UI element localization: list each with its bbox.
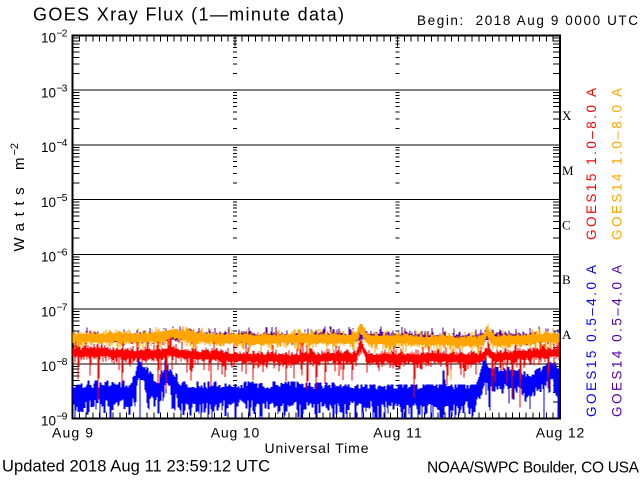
- svg-text:−2: −2: [57, 28, 68, 40]
- svg-text:−7: −7: [57, 301, 68, 313]
- svg-text:Updated 2018 Aug 11 23:59:12 U: Updated 2018 Aug 11 23:59:12 UTC: [2, 458, 270, 476]
- svg-text:Aug 9: Aug 9: [52, 425, 93, 441]
- svg-text:GOES14 0.5–4.0 A: GOES14 0.5–4.0 A: [610, 265, 625, 417]
- svg-text:C: C: [562, 218, 571, 233]
- svg-text:−4: −4: [57, 137, 68, 149]
- svg-text:X: X: [562, 108, 572, 123]
- svg-text:10: 10: [41, 304, 56, 319]
- svg-text:10: 10: [41, 250, 56, 265]
- svg-text:10: 10: [41, 195, 56, 210]
- svg-text:GOES14 1.0–8.0 A: GOES14 1.0–8.0 A: [610, 88, 625, 240]
- svg-text:10: 10: [41, 85, 56, 100]
- svg-text:10: 10: [41, 359, 56, 374]
- svg-text:NOAA/SWPC Boulder, CO USA: NOAA/SWPC Boulder, CO USA: [427, 460, 640, 477]
- svg-text:A: A: [562, 327, 572, 342]
- svg-text:10: 10: [41, 414, 56, 429]
- svg-text:−8: −8: [57, 356, 68, 368]
- svg-text:−2: −2: [9, 143, 21, 156]
- svg-text:Universal Time: Universal Time: [265, 440, 369, 456]
- svg-text:Aug 11: Aug 11: [373, 425, 422, 441]
- svg-text:10: 10: [41, 31, 56, 46]
- svg-text:−9: −9: [57, 411, 68, 423]
- svg-text:Watts m: Watts m: [11, 158, 28, 252]
- svg-text:−5: −5: [57, 192, 68, 204]
- svg-text:GOES15 1.0–8.0 A: GOES15 1.0–8.0 A: [584, 88, 599, 240]
- svg-text:10: 10: [41, 140, 56, 155]
- svg-text:Aug 10: Aug 10: [211, 425, 260, 441]
- svg-text:Aug 12: Aug 12: [536, 425, 585, 441]
- svg-text:−3: −3: [57, 82, 68, 94]
- svg-text:Begin: 2018 Aug 9 0000 UTC: Begin: 2018 Aug 9 0000 UTC: [417, 13, 638, 28]
- svg-text:B: B: [562, 272, 571, 287]
- svg-text:GOES15 0.5–4.0 A: GOES15 0.5–4.0 A: [584, 265, 599, 417]
- svg-text:GOES Xray Flux (1—minute data): GOES Xray Flux (1—minute data): [33, 5, 344, 25]
- svg-text:M: M: [562, 163, 574, 178]
- svg-text:−6: −6: [57, 247, 68, 259]
